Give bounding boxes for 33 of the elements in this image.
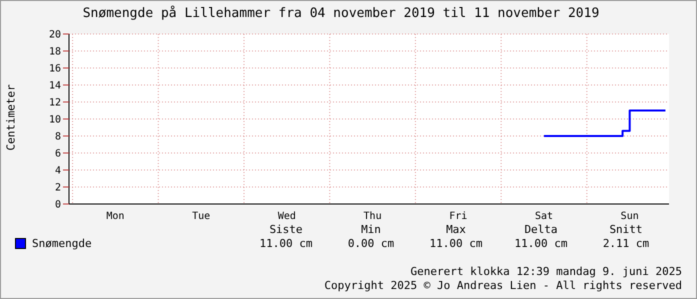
y-tick-label: 2: [54, 182, 61, 194]
legend-label: Snømengde: [32, 237, 92, 250]
text: Copyright 2025 © Jo Andreas Lien - All rights reserved: [324, 279, 682, 292]
y-tick-label: 16: [48, 64, 61, 75]
x-tick-label: Tue: [192, 211, 210, 222]
text: 11.00 cm: [514, 237, 568, 250]
text: Delta: [523, 223, 559, 236]
y-tick-label: 20: [48, 30, 61, 41]
y-tick-label: 6: [54, 148, 61, 160]
text: Siste: [268, 223, 304, 236]
y-tick-label: 10: [48, 114, 61, 126]
text: 2.11 cm: [602, 237, 650, 250]
y-tick-label: 0: [54, 200, 61, 211]
x-tick-label: Thu: [364, 211, 382, 222]
chart-title: Snømengde på Lillehammer fra 04 november 2019 til 11 november 2019: [82, 6, 600, 21]
y-tick-label: 14: [48, 80, 61, 92]
y-tick-label: 8: [54, 132, 61, 143]
y-axis-title: Centimeter: [4, 83, 18, 153]
text: Snitt: [608, 223, 644, 236]
x-tick-label: Sat: [534, 211, 554, 222]
y-tick-label: 4: [54, 166, 61, 177]
y-tick-label: 12: [48, 98, 61, 109]
x-tick-label: Mon: [106, 211, 124, 222]
text: 11.00 cm: [258, 237, 314, 250]
y-tick-label: 18: [48, 46, 61, 58]
text: Max: [445, 223, 467, 236]
text: Generert klokka 12:39 mandag 9. juni 2025: [410, 265, 682, 278]
text: 0.00 cm: [346, 237, 396, 250]
text: 11.00 cm: [428, 237, 484, 250]
x-tick-label: Wed: [278, 211, 296, 222]
text: Min: [360, 223, 382, 236]
x-tick-label: Fri: [449, 211, 468, 222]
x-tick-label: Sun: [620, 211, 639, 222]
